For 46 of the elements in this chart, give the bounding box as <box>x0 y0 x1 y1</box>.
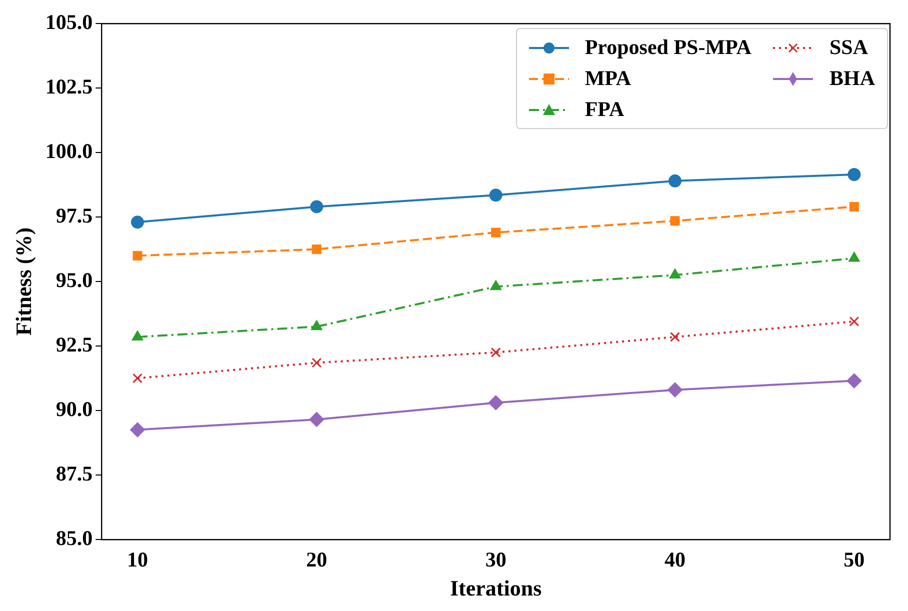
x-tick-label: 20 <box>306 547 328 572</box>
y-tick-label: 90.0 <box>56 396 93 421</box>
point <box>310 320 322 330</box>
y-tick-label: 105.0 <box>45 10 93 34</box>
x-tick-label: 10 <box>126 547 148 572</box>
point <box>130 216 144 229</box>
y-axis-title: Fitness (%) <box>10 227 36 336</box>
x-axis-title: Iterations <box>450 575 542 600</box>
y-tick-label: 92.5 <box>56 332 93 356</box>
point <box>490 347 501 358</box>
y-tick-label: 102.5 <box>45 74 93 98</box>
point <box>670 332 680 342</box>
point <box>310 200 324 214</box>
point <box>848 168 861 181</box>
point <box>312 244 322 254</box>
x-tick-label: 50 <box>844 547 865 572</box>
point <box>670 216 680 226</box>
point <box>848 252 860 262</box>
y-tick-label: 87.5 <box>56 461 93 486</box>
legend-label: FPA <box>584 97 624 122</box>
point <box>130 422 145 438</box>
point <box>491 228 501 238</box>
point <box>132 330 144 340</box>
y-tick-label: 97.5 <box>56 203 93 228</box>
legend-label: Proposed PS-MPA <box>584 35 752 60</box>
point <box>488 395 504 410</box>
point <box>668 174 682 188</box>
legend-label: SSA <box>829 35 868 60</box>
point <box>849 202 859 212</box>
point <box>312 358 322 368</box>
point <box>309 412 324 427</box>
point <box>669 268 681 279</box>
x-tick-label: 40 <box>664 547 686 572</box>
point <box>489 188 502 202</box>
point <box>846 373 862 388</box>
y-tick-label: 95.0 <box>56 268 93 292</box>
point <box>132 373 142 384</box>
x-tick-label: 30 <box>485 547 506 572</box>
point <box>667 382 682 398</box>
point <box>849 316 860 326</box>
y-tick-label: 85.0 <box>56 526 93 550</box>
point <box>132 250 142 260</box>
y-tick-label: 100.0 <box>45 138 93 163</box>
legend-label: BHA <box>829 66 875 91</box>
legend-label: MPA <box>584 66 632 91</box>
point <box>490 280 502 290</box>
